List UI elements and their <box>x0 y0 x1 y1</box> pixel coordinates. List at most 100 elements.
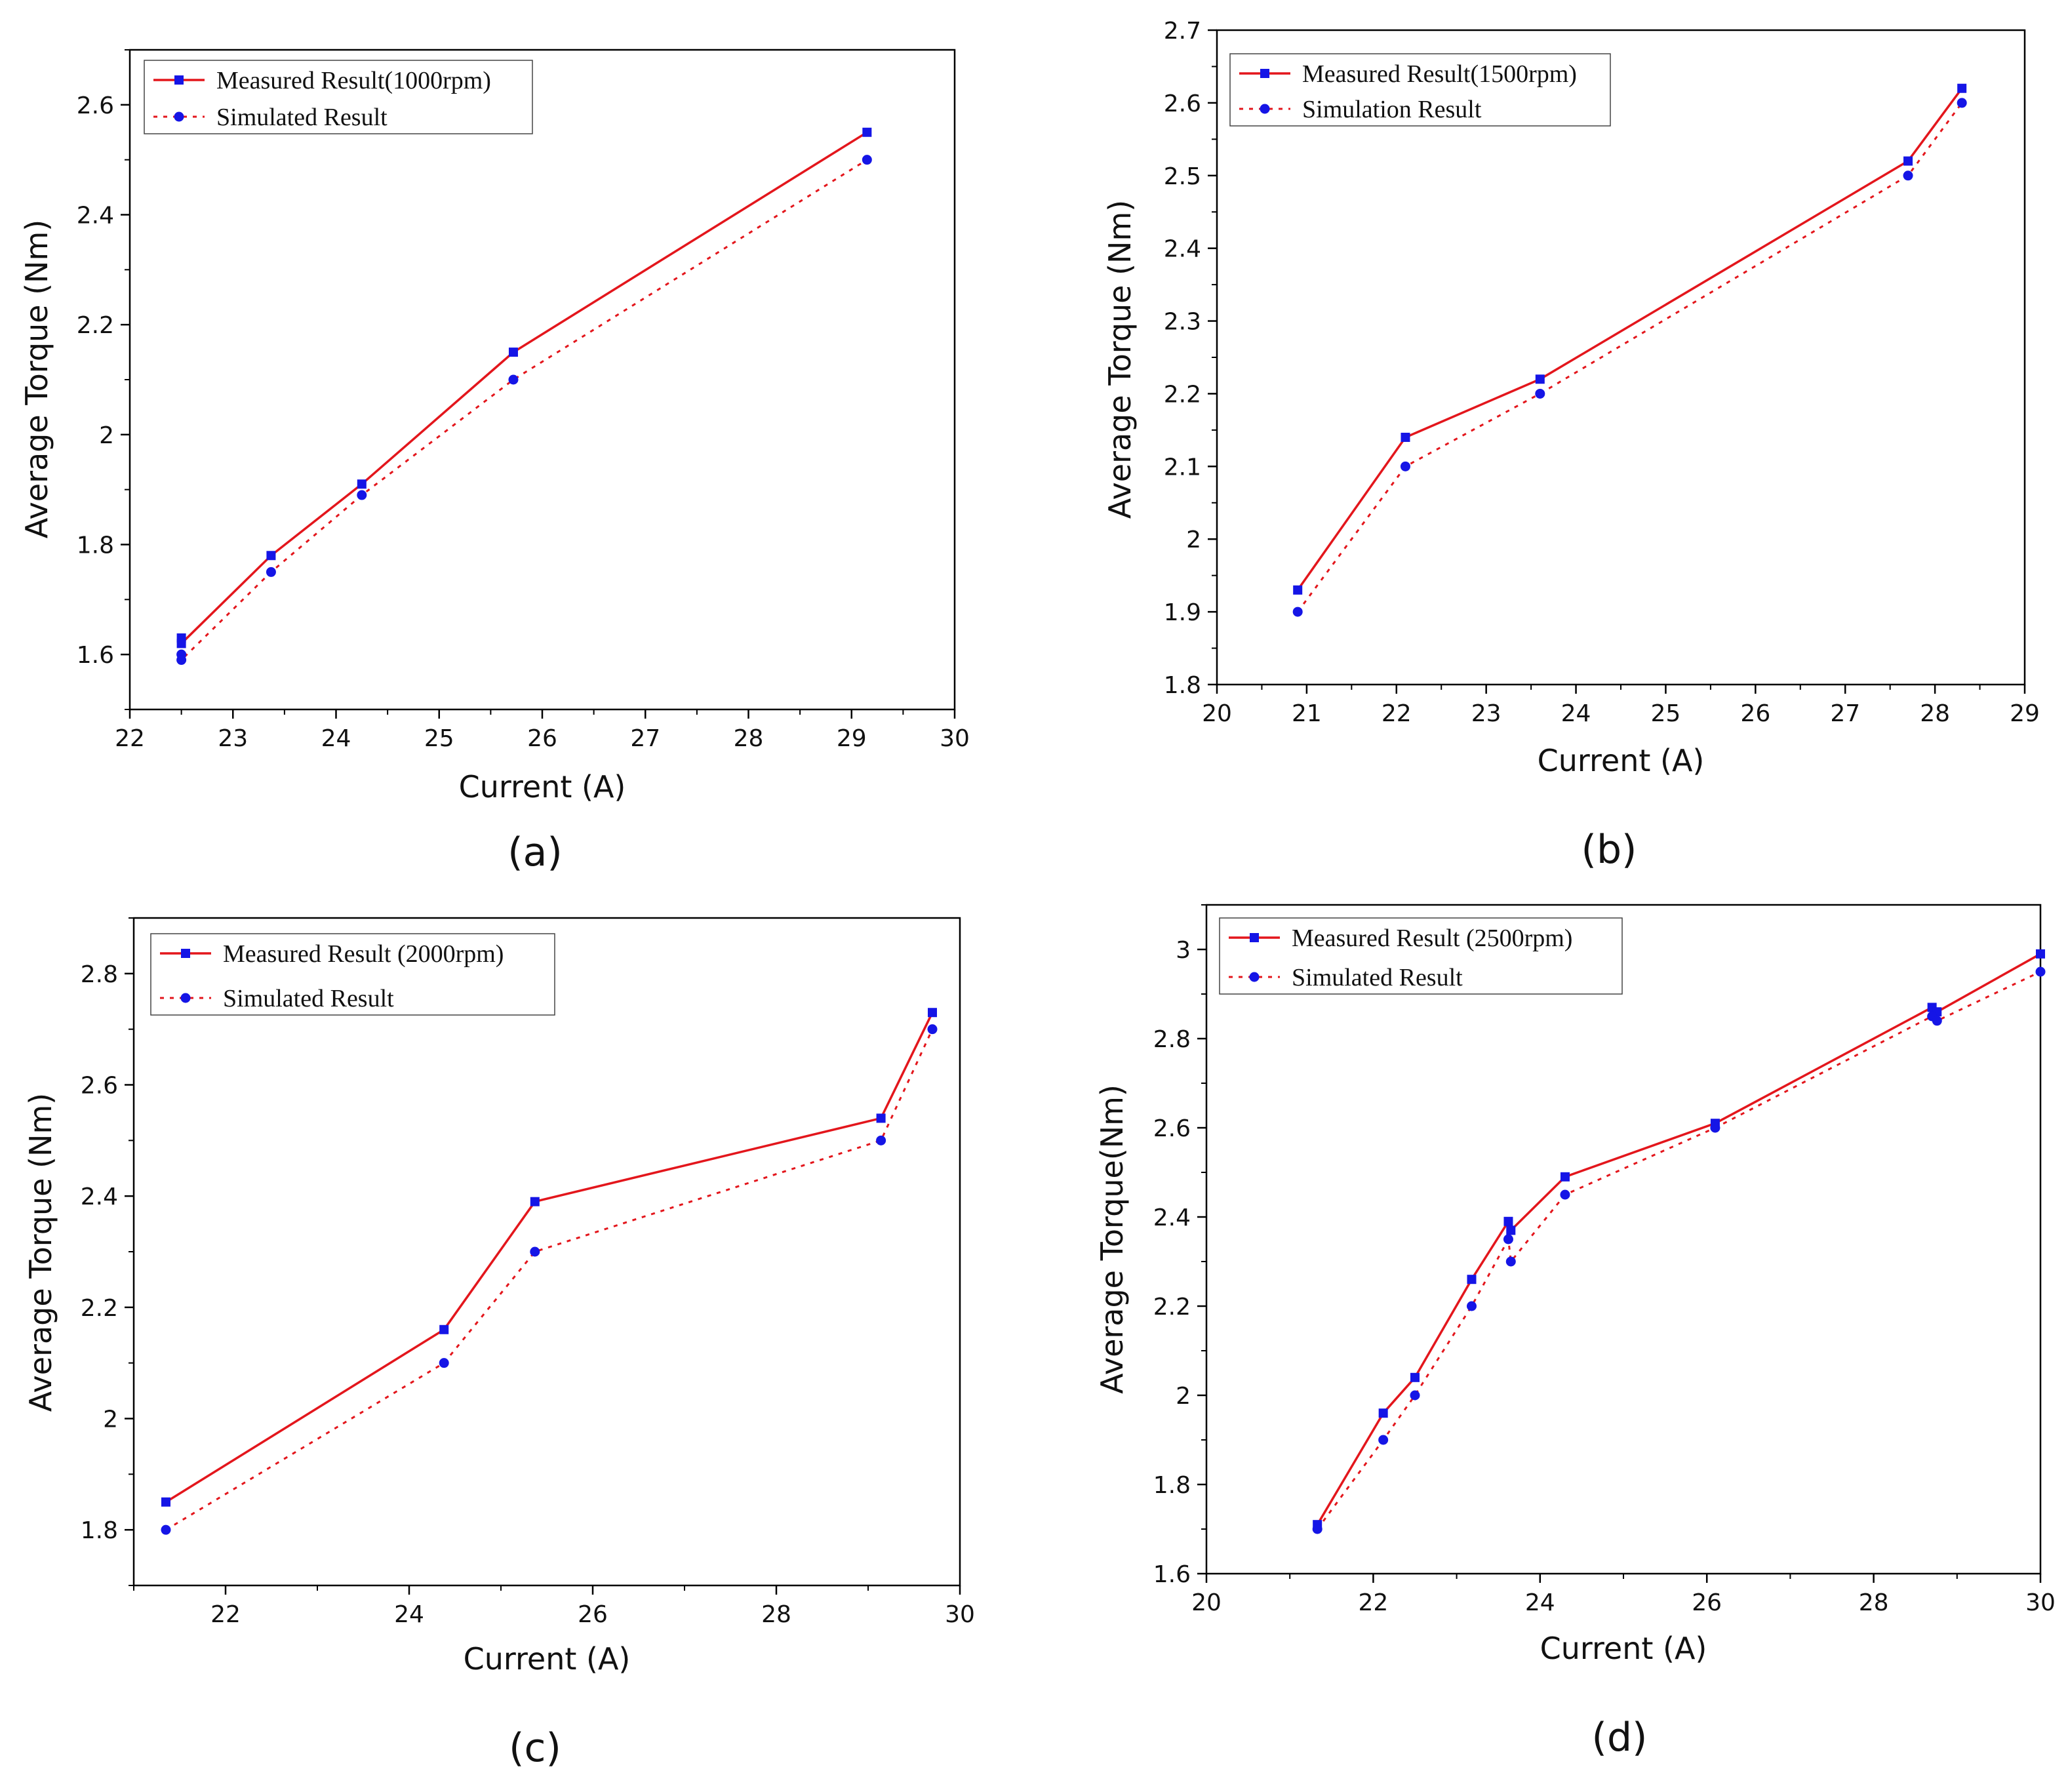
panel-c-legend <box>150 933 555 1016</box>
panel-d-series-1-point <box>1378 1408 1388 1418</box>
panel-d-series-1-point <box>1503 1216 1513 1226</box>
panel-c-x-tick-label: 22 <box>210 1601 241 1628</box>
panel-b-caption: (b) <box>1581 827 1637 873</box>
panel-d-chart: 20 22 24 26 28 30 1.6 1.8 2 2.2 2.4 2.6 2.8 3 Measured… <box>1094 904 2056 1761</box>
panel-b-series-2-point <box>1400 461 1410 471</box>
panel-b-x-axis-title: Current (A) <box>1538 743 1705 778</box>
panel-a-series-2-point <box>176 655 187 666</box>
panel-c-series-2-point <box>927 1024 938 1035</box>
panel-b-series-2-point <box>1957 98 1967 108</box>
panel-b-series-1-line <box>1296 87 1963 591</box>
panel-b-x-tick-label: 28 <box>1920 700 1950 727</box>
panel-a-series-2-point <box>862 155 872 165</box>
panel-a-legend-marker-2 <box>174 111 184 122</box>
panel-d-caption: (d) <box>1592 1715 1648 1761</box>
panel-b-y-tick-label: 2.3 <box>1164 309 1201 336</box>
panel-b-x-tick-label: 20 <box>1202 700 1232 727</box>
panel-b-y-tick-label: 2.2 <box>1164 381 1201 408</box>
panel-b-series-1-point <box>1293 585 1303 595</box>
panel-c-chart: 22 24 26 28 30 1.8 2 2.2 2.4 2.6 2.8 Measured Resul… <box>23 917 975 1771</box>
panel-a-y-tick-label: 2.6 <box>77 92 114 119</box>
panel-c-x-tick-label: 30 <box>945 1601 975 1628</box>
panel-a-y-tick-label: 1.6 <box>77 642 114 669</box>
panel-d-series-2-point <box>2035 966 2046 977</box>
panel-b-y-tick-label: 2.4 <box>1164 236 1201 263</box>
panel-c-series-2-point <box>161 1524 171 1535</box>
panel-b-series-1-point <box>1957 83 1967 93</box>
panel-d-series-2-point <box>1378 1435 1389 1445</box>
panel-c-y-tick-label: 2.2 <box>81 1295 118 1322</box>
panel-b-x-tick-label: 21 <box>1292 700 1322 727</box>
panel-b-chart: 20 21 22 23 24 25 26 27 28 29 1.8 1.9 2 2.1 2.2 2.3 2.4 2… <box>1102 18 2040 873</box>
panel-a-legend-label-2: Simulated Result <box>216 104 388 131</box>
panel-a-x-tick-label: 25 <box>424 725 454 752</box>
panel-d-y-tick-label: 2.2 <box>1153 1294 1191 1321</box>
panel-d-series-2-point <box>1466 1301 1477 1311</box>
panel-b-legend-label-1: Measured Result(1500rpm) <box>1302 60 1577 88</box>
panel-c-series-2-point <box>876 1135 886 1145</box>
panel-b-legend <box>1229 53 1611 127</box>
panel-b-series-2-point <box>1535 388 1545 399</box>
panel-d-y-axis-title: Average Torque(Nm) <box>1094 1085 1130 1394</box>
panel-c-y-tick-label: 1.8 <box>81 1517 118 1544</box>
panel-c-series-1-point <box>439 1324 449 1334</box>
panel-a-series-1-line <box>180 131 868 647</box>
panel-c-legend-marker-2 <box>180 993 191 1003</box>
panel-d-series-1-line <box>1316 953 2041 1526</box>
panel-a-x-tick-label: 27 <box>630 725 660 752</box>
panel-c-series-1-point <box>876 1113 886 1123</box>
panel-a-x-tick-label: 23 <box>218 725 248 752</box>
panel-d-series-2-line <box>1316 970 2041 1530</box>
panel-d-x-axis-title: Current (A) <box>1540 1631 1707 1666</box>
panel-c-y-tick-label: 2.8 <box>81 961 118 988</box>
panel-a-x-tick-label: 28 <box>734 725 764 752</box>
panel-d-y-tick-label: 1.8 <box>1153 1472 1191 1499</box>
panel-d-x-tick-label: 28 <box>1859 1589 1889 1616</box>
panel-d-y-tick-label: 2.4 <box>1153 1205 1191 1231</box>
panel-b-legend-marker-2 <box>1260 104 1270 114</box>
panel-a-series-2-point <box>357 490 367 500</box>
panel-b-series-1-point <box>1535 374 1545 384</box>
panel-a-y-tick-label: 2.4 <box>77 203 114 229</box>
panel-d-legend <box>1219 917 1623 995</box>
panel-a-caption: (a) <box>507 829 563 875</box>
panel-c-series-2-point <box>439 1358 449 1368</box>
panel-a-legend-marker-1 <box>174 75 184 85</box>
panel-c-series-1-point <box>530 1197 540 1206</box>
panel-c-series-1-point <box>161 1497 170 1507</box>
panel-d-y-tick-label: 2.6 <box>1153 1115 1191 1142</box>
panel-d-series-2-point <box>1560 1189 1570 1200</box>
panel-a-series-2-line <box>180 159 868 663</box>
panel-a-y-tick-label: 1.8 <box>77 532 114 559</box>
panel-a-x-tick-label: 22 <box>115 725 145 752</box>
panel-d-y-tick-label: 2 <box>1176 1383 1191 1410</box>
panel-b-legend-label-2: Simulation Result <box>1302 96 1482 123</box>
panel-b-x-tick-label: 26 <box>1740 700 1770 727</box>
panel-d-y-tick-label: 2.8 <box>1153 1026 1191 1053</box>
panel-a-legend <box>144 60 533 134</box>
panel-b-x-tick-label: 27 <box>1830 700 1860 727</box>
panel-a-plot-frame <box>129 49 956 711</box>
panel-c-y-tick-label: 2.6 <box>81 1073 118 1100</box>
panel-d-plot-frame <box>1205 904 2042 1575</box>
panel-c-x-axis-title: Current (A) <box>464 1641 631 1677</box>
panel-d-series-2-point <box>1710 1123 1720 1133</box>
panel-a-series-2-point <box>266 567 276 577</box>
panel-b-y-tick-label: 2.7 <box>1164 18 1201 45</box>
panel-a-legend-label-1: Measured Result(1000rpm) <box>216 67 491 94</box>
panel-d-series-2-point <box>1312 1524 1322 1534</box>
panel-a-series-1-point <box>357 479 367 489</box>
panel-c-x-tick-label: 28 <box>761 1601 791 1628</box>
panel-c-series-1-line <box>165 1012 934 1503</box>
panel-d-x-tick-label: 26 <box>1692 1589 1722 1616</box>
panel-d-series-1-point <box>1467 1275 1477 1284</box>
panel-b-y-tick-label: 2 <box>1186 527 1201 553</box>
panel-b-y-tick-label: 1.8 <box>1164 672 1201 699</box>
panel-a-x-tick-label: 29 <box>837 725 867 752</box>
panel-a-y-tick-label: 2.2 <box>77 312 114 339</box>
panel-b-x-tick-label: 23 <box>1471 700 1501 727</box>
panel-b-y-tick-label: 2.6 <box>1164 90 1201 117</box>
panel-a-series-1-point <box>176 639 186 648</box>
panel-d-legend-label-1: Measured Result (2500rpm) <box>1292 925 1572 952</box>
